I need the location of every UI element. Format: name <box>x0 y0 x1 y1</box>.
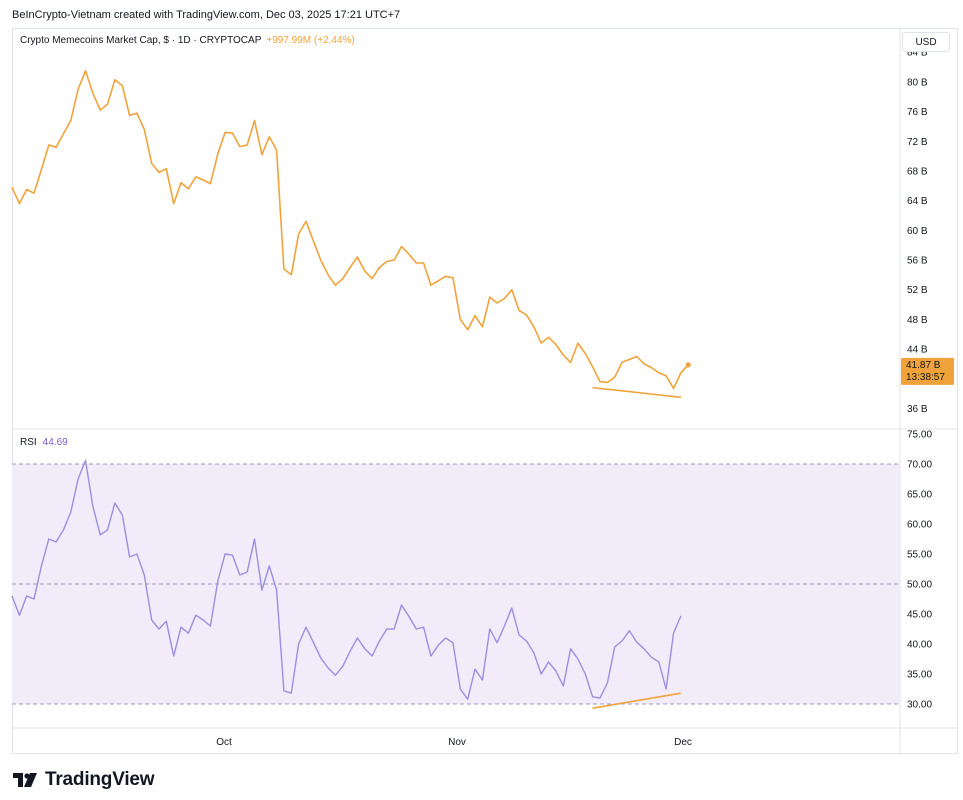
price-tick-label: 52 B <box>907 285 928 296</box>
rsi-legend[interactable]: RSI 44.69 <box>20 437 68 448</box>
price-tick-label: 76 B <box>907 107 928 118</box>
time-tick-label: Dec <box>674 737 692 748</box>
last-price-label-box <box>901 357 954 385</box>
rsi-tick-label: 60.00 <box>907 520 932 531</box>
rsi-label: RSI <box>20 437 37 448</box>
time-tick-label: Nov <box>448 737 466 748</box>
price-tick-label: 48 B <box>907 315 928 326</box>
rsi-series-line <box>11 459 682 700</box>
price-tick-label: 36 B <box>907 404 928 415</box>
chart-attribution: BeInCrypto-Vietnam created with TradingV… <box>12 9 401 21</box>
price-change: +997.99M (+2.44%) <box>266 35 355 46</box>
rsi-tick-label: 30.00 <box>907 700 932 711</box>
rsi-tick-label: 45.00 <box>907 610 932 621</box>
symbol-title: Crypto Memecoins Market Cap, $ · 1D · CR… <box>20 35 262 46</box>
symbol-title-row[interactable]: Crypto Memecoins Market Cap, $ · 1D · CR… <box>20 35 355 46</box>
rsi-value: 44.69 <box>42 437 68 448</box>
currency-button[interactable]: USD <box>902 32 950 52</box>
time-tick-label: Oct <box>216 737 232 748</box>
price-tick-label: 44 B <box>907 345 928 356</box>
rsi-tick-label: 50.00 <box>907 580 932 591</box>
tradingview-logo-icon <box>13 773 37 787</box>
tradingview-brand: TradingView <box>45 769 155 790</box>
last-price-label: 41.87 B <box>906 360 941 371</box>
chart-frame <box>12 28 958 754</box>
price-divergence-trendline <box>592 386 681 399</box>
rsi-tick-label: 70.00 <box>907 460 932 471</box>
price-tick-label: 72 B <box>907 137 928 148</box>
rsi-divergence-trendline <box>592 692 681 709</box>
last-price-dot <box>685 362 691 368</box>
rsi-tick-label: 55.00 <box>907 550 932 561</box>
tradingview-logo[interactable]: TradingView <box>13 769 155 791</box>
rsi-tick-label: 40.00 <box>907 640 932 651</box>
rsi-tick-label: 75.00 <box>907 430 932 441</box>
price-tick-label: 84 B <box>907 48 928 59</box>
price-tick-label: 80 B <box>907 77 928 88</box>
price-tick-label: 56 B <box>907 256 928 267</box>
rsi-tick-label: 65.00 <box>907 490 932 501</box>
rsi-tick-label: 35.00 <box>907 670 932 681</box>
price-tick-label: 60 B <box>907 226 928 237</box>
bar-countdown: 13:38:57 <box>906 372 945 383</box>
price-series-line <box>11 70 689 390</box>
price-tick-label: 68 B <box>907 166 928 177</box>
price-tick-label: 64 B <box>907 196 928 207</box>
